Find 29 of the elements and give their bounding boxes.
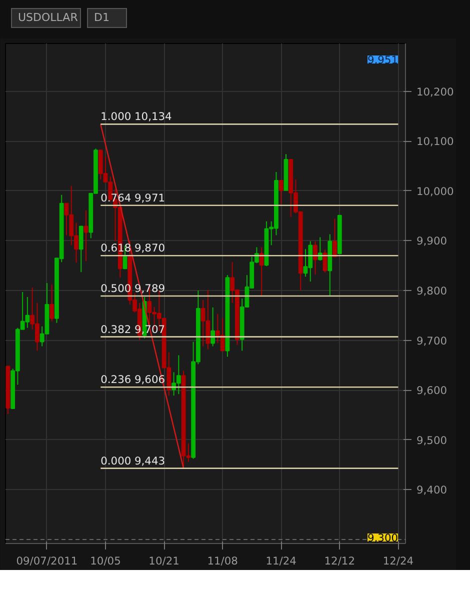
y-tick-label: 9,700 (416, 334, 448, 348)
y-tick-label: 9,600 (416, 384, 448, 398)
x-tick-label: 09/07/2011 (16, 554, 78, 568)
candlestick (78, 226, 84, 273)
x-tick-label: 12/24 (382, 554, 414, 568)
candlestick (313, 240, 318, 276)
candlestick (278, 180, 284, 205)
ref-line-label: 9,300 (368, 532, 398, 545)
x-tick-label: 11/24 (266, 554, 297, 568)
series-label: 1.000 10,134 (100, 110, 172, 124)
chart-title: USDOLLAR (11, 8, 81, 28)
y-tick-label: 9,400 (416, 484, 448, 497)
series-label: 0.000 9,443 (100, 454, 166, 468)
x-tick-label: 10/21 (148, 554, 180, 568)
y-tick-label: 9,800 (416, 284, 448, 298)
y-tick-label: 10,100 (416, 135, 454, 148)
x-tick-label: 12/12 (324, 554, 356, 568)
y-tick-label: 10,200 (416, 85, 454, 98)
x-tick-label: 11/08 (207, 554, 238, 568)
x-tick-label: 10/05 (90, 554, 121, 568)
candlestick (50, 284, 54, 322)
candlestick (259, 246, 264, 296)
y-tick-label: 9,900 (416, 234, 448, 248)
y-tick-label: 10,000 (416, 184, 454, 198)
candlestick (210, 306, 216, 347)
chart-subtitle: D1 (87, 8, 127, 28)
y-tick-label: 9,500 (416, 434, 448, 447)
candlestick (332, 218, 337, 258)
annotation: 9,951 (368, 54, 398, 66)
